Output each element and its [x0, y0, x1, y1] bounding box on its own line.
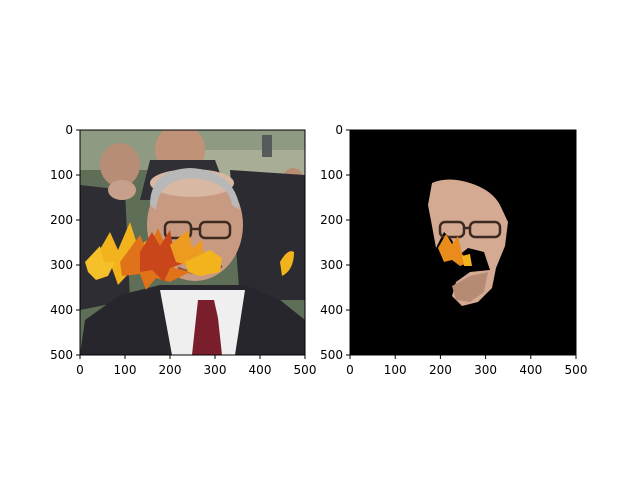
y-tick-label: 200: [320, 213, 343, 227]
y-tick-label: 0: [335, 123, 343, 137]
x-tick-label: 300: [474, 363, 497, 377]
autumn-leaves-overlay: [85, 222, 294, 290]
y-tick-label: 200: [50, 213, 73, 227]
x-tick-label: 500: [294, 363, 317, 377]
masked-face-image: [350, 130, 576, 355]
y-tick-label: 500: [320, 348, 343, 362]
original-photo-with-leaves: [80, 130, 305, 355]
x-tick-label: 400: [519, 363, 542, 377]
y-tick-label: 100: [50, 168, 73, 182]
y-tick-label: 500: [50, 348, 73, 362]
x-tick-label: 100: [114, 363, 137, 377]
left-axes-frame: [79, 129, 306, 356]
x-tick-label: 500: [565, 363, 588, 377]
x-tick-label: 0: [346, 363, 354, 377]
x-tick-label: 200: [429, 363, 452, 377]
y-tick-label: 400: [320, 303, 343, 317]
x-tick-label: 400: [249, 363, 272, 377]
right-axes-frame: [349, 129, 577, 356]
x-tick-label: 100: [384, 363, 407, 377]
x-tick-label: 300: [204, 363, 227, 377]
x-tick-label: 200: [159, 363, 182, 377]
y-tick-label: 0: [65, 123, 73, 137]
y-tick-label: 400: [50, 303, 73, 317]
y-tick-label: 300: [320, 258, 343, 272]
y-tick-label: 100: [320, 168, 343, 182]
y-tick-label: 300: [50, 258, 73, 272]
x-tick-label: 0: [76, 363, 84, 377]
